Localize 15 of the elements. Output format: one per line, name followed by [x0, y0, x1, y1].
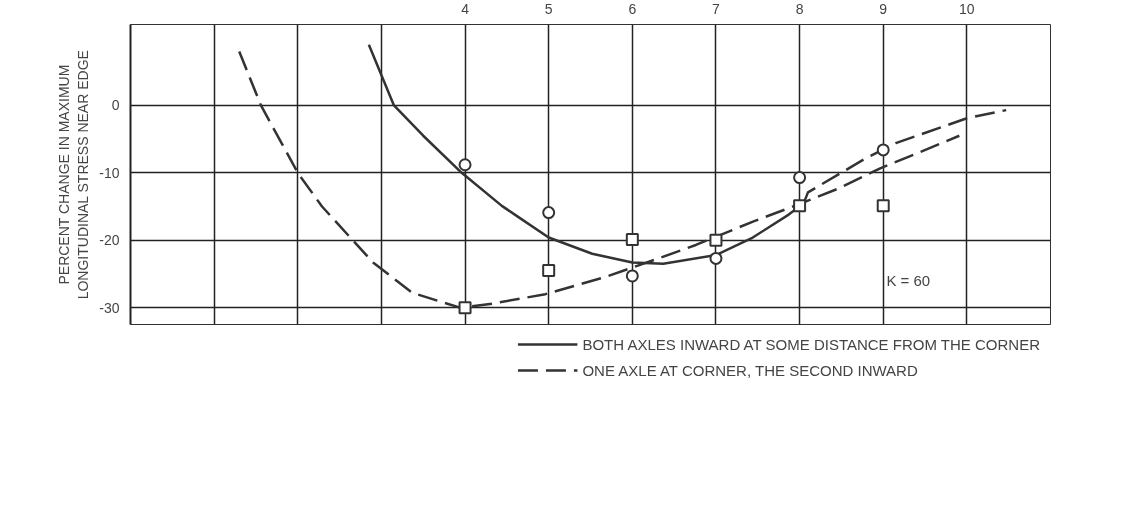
x-tick-label: 5 — [544, 0, 553, 17]
x-tick-label: 9 — [879, 0, 888, 17]
x-tick-label: 6 — [628, 0, 637, 17]
x-tick-label: 7 — [712, 0, 721, 17]
y-tick-label: -20 — [99, 232, 120, 249]
y-tick-label: -30 — [99, 299, 120, 316]
y-tick-label: -10 — [99, 164, 120, 181]
x-tick-label: 4 — [461, 0, 470, 17]
legend-label: BOTH AXLES INWARD AT SOME DISTANCE FROM THE CORNER — [582, 335, 1040, 353]
y-axis-title: PERCENT CHANGE IN MAXIMUM LONGITUDINAL STRESS NEAR EDGE — [56, 50, 92, 300]
x-tick-label: 10 — [959, 0, 975, 17]
legend-label: ONE AXLE AT CORNER, THE SECOND INWARD — [582, 361, 918, 379]
annotation: K = 60 — [886, 272, 931, 290]
x-tick-label: 8 — [795, 0, 804, 17]
y-tick-label: 0 — [111, 97, 120, 114]
